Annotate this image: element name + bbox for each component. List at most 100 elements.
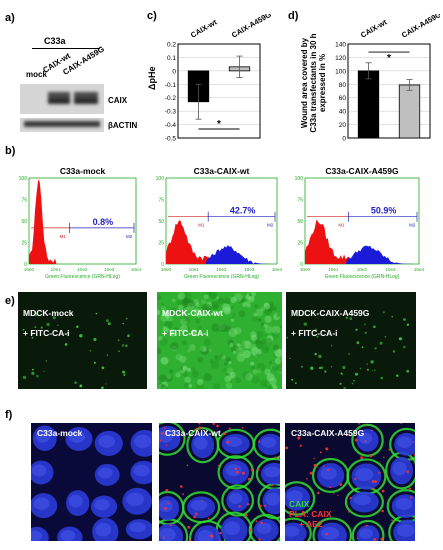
pla-dot bbox=[388, 448, 391, 451]
fluorescent-speck bbox=[364, 331, 367, 334]
pla-dot bbox=[370, 429, 373, 432]
nucleus-highlight bbox=[225, 464, 242, 477]
membrane-stain bbox=[159, 423, 186, 456]
fluorescent-texture bbox=[232, 313, 236, 316]
bar-0 bbox=[357, 70, 380, 139]
fluorescent-texture bbox=[184, 376, 192, 384]
fluorescent-texture bbox=[272, 331, 279, 339]
y-tick-label: 50 bbox=[297, 219, 303, 225]
x-axis-label: Green Fluorescence (GRN-HLog) bbox=[325, 274, 400, 280]
pla-dot bbox=[257, 468, 260, 471]
pla-dot bbox=[413, 453, 415, 456]
fluorescent-texture bbox=[238, 341, 246, 349]
fluorescent-texture bbox=[271, 365, 277, 371]
fluorescent-texture bbox=[208, 292, 217, 300]
fluorescent-texture bbox=[200, 346, 209, 355]
pla-dot bbox=[412, 441, 414, 443]
fluorescent-texture bbox=[188, 300, 196, 307]
fluorescent-texture bbox=[211, 323, 220, 332]
fluorescent-speck bbox=[384, 335, 387, 338]
nucleus-highlight bbox=[94, 499, 110, 511]
membrane-stain bbox=[285, 481, 316, 516]
pla-dot bbox=[219, 532, 222, 535]
pla-dot bbox=[161, 432, 164, 435]
fluorescent-speck bbox=[57, 324, 59, 326]
pla-dot bbox=[255, 520, 258, 523]
fluorescent-texture bbox=[263, 302, 271, 310]
fluorescent-texture bbox=[230, 296, 237, 304]
fluorescent-speck bbox=[31, 336, 34, 339]
fluorescent-speck bbox=[374, 369, 376, 371]
fluorescent-texture bbox=[158, 336, 163, 341]
gate-label-m2: M2 bbox=[409, 223, 416, 228]
wound-ylabel-line-2: C33a transfectants in 30 h bbox=[309, 33, 318, 133]
fluorescent-texture bbox=[200, 299, 207, 305]
fluorescent-speck bbox=[22, 328, 25, 331]
fluorescent-texture bbox=[237, 343, 241, 347]
fluorescent-texture bbox=[228, 361, 232, 365]
pla-dot bbox=[374, 480, 377, 483]
bar-1 bbox=[398, 84, 421, 139]
fluorescent-texture bbox=[273, 313, 280, 321]
membrane-stain bbox=[312, 517, 353, 541]
nucleus-highlight bbox=[31, 530, 42, 541]
nucleus-highlight bbox=[68, 431, 86, 443]
pla-dot bbox=[400, 423, 403, 425]
pla-dot bbox=[234, 467, 238, 471]
nucleus-highlight bbox=[320, 467, 337, 480]
nucleus-highlight bbox=[193, 436, 208, 450]
y-tick-label: 20 bbox=[339, 122, 347, 129]
histogram-red-population bbox=[166, 220, 277, 264]
fluorescent-texture bbox=[276, 365, 282, 372]
pla-dot bbox=[258, 440, 261, 443]
pla-dot bbox=[165, 489, 169, 492]
fluorescent-texture bbox=[245, 300, 251, 305]
fluorescent-texture bbox=[214, 355, 221, 362]
nucleus-highlight bbox=[359, 528, 373, 539]
x-tick-label: 10e1 bbox=[51, 267, 62, 272]
fitc-image-mdck-caix-a459g: MDCK-CAIX-A459G + FITC-CA-i bbox=[286, 292, 416, 389]
nucleus-highlight bbox=[355, 467, 374, 482]
x-tick-label: 10e3 bbox=[104, 267, 115, 272]
fluorescent-texture bbox=[274, 348, 282, 357]
fluorescent-texture bbox=[237, 299, 242, 304]
fluorescent-texture bbox=[219, 354, 224, 359]
pla-dot bbox=[378, 471, 381, 474]
fluorescent-texture bbox=[183, 307, 190, 313]
fluorescent-texture bbox=[202, 346, 208, 352]
fluorescent-speck bbox=[52, 316, 56, 320]
fluorescent-texture bbox=[221, 355, 226, 360]
x-axis-label: Green Fluorescence (GRN-HLog) bbox=[45, 274, 120, 280]
fluorescent-texture bbox=[210, 360, 220, 370]
nucleus-highlight bbox=[353, 494, 372, 506]
fluorescent-texture bbox=[265, 346, 270, 351]
fluorescent-speck bbox=[353, 380, 355, 382]
pla-dot bbox=[218, 464, 220, 467]
nucleus-highlight bbox=[95, 522, 112, 537]
fitc-label-mock-line1: MDCK-mock bbox=[23, 308, 74, 318]
fluorescent-texture bbox=[160, 306, 167, 312]
fluorescent-speck bbox=[76, 325, 79, 328]
y-tick-label: 75 bbox=[21, 198, 27, 204]
y-tick-label: 25 bbox=[21, 241, 27, 247]
pla-dot bbox=[249, 528, 252, 531]
panel-label-f: f) bbox=[5, 409, 13, 421]
fluorescent-speck bbox=[89, 349, 92, 352]
fluorescent-speck bbox=[43, 370, 45, 372]
y-tick-label: 0 bbox=[24, 262, 27, 268]
fluorescent-texture bbox=[191, 370, 199, 378]
fluorescent-speck bbox=[342, 374, 344, 376]
fluorescent-texture bbox=[261, 322, 265, 327]
pla-dot bbox=[358, 423, 360, 425]
x-tick-label: 10e0 bbox=[24, 267, 35, 272]
y-tick-label: 40 bbox=[339, 109, 347, 116]
fluorescent-speck bbox=[64, 343, 68, 346]
fluorescent-texture bbox=[238, 310, 246, 318]
fluorescent-texture bbox=[229, 343, 234, 347]
fitc-label-a459g: MDCK-CAIX-A459G + FITC-CA-i bbox=[291, 298, 369, 348]
histogram-title: C33a-mock bbox=[60, 166, 106, 176]
blot-header-line bbox=[32, 48, 100, 49]
fluorescent-speck bbox=[314, 328, 318, 332]
fluorescent-texture bbox=[225, 382, 233, 389]
nucleus-highlight bbox=[358, 432, 373, 445]
